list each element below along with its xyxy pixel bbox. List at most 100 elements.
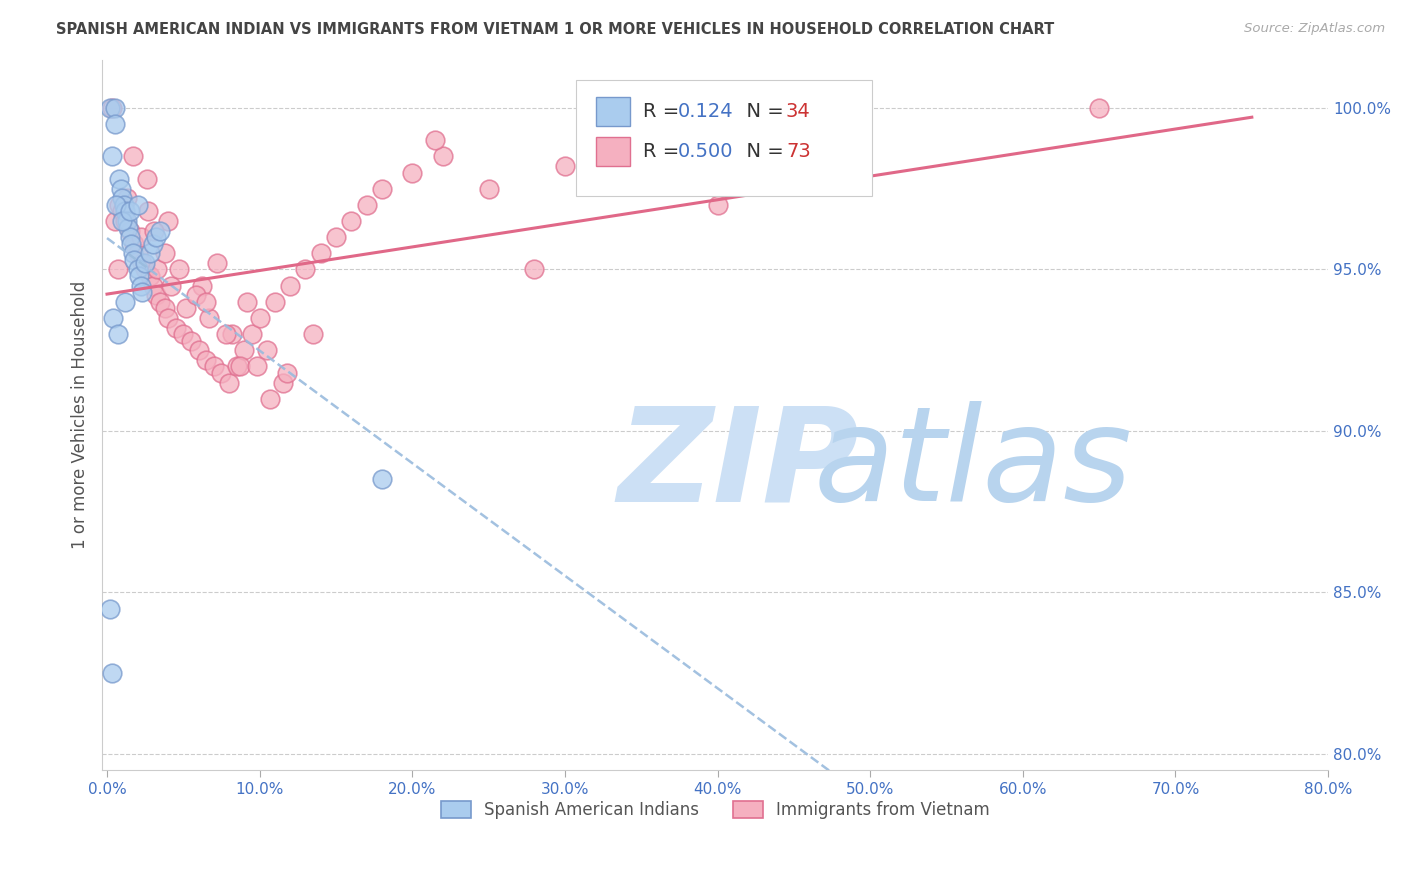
Point xyxy=(198,310,221,325)
Point xyxy=(118,224,141,238)
Point xyxy=(706,198,728,212)
Point xyxy=(129,230,152,244)
Point xyxy=(104,117,127,131)
Point xyxy=(630,140,652,154)
Point xyxy=(180,334,202,348)
Point xyxy=(246,359,269,374)
Text: 73: 73 xyxy=(786,142,811,161)
Point xyxy=(118,230,141,244)
Point xyxy=(225,359,247,374)
Point xyxy=(478,182,501,196)
Text: 0.500: 0.500 xyxy=(678,142,733,161)
Point xyxy=(131,285,153,299)
Point xyxy=(190,278,212,293)
Point xyxy=(100,101,122,115)
Point xyxy=(153,301,176,316)
Point xyxy=(325,230,347,244)
Point xyxy=(157,310,180,325)
Text: ZIP: ZIP xyxy=(617,401,859,528)
Point xyxy=(371,472,394,486)
Point xyxy=(172,327,194,342)
Point xyxy=(340,214,363,228)
Point xyxy=(143,224,166,238)
Point xyxy=(211,366,233,380)
Y-axis label: 1 or more Vehicles in Household: 1 or more Vehicles in Household xyxy=(72,281,89,549)
Point xyxy=(127,262,149,277)
Point xyxy=(160,278,183,293)
Point xyxy=(139,268,162,283)
Point xyxy=(249,310,271,325)
Point xyxy=(107,327,129,342)
Point xyxy=(356,198,378,212)
Point xyxy=(108,198,131,212)
Point xyxy=(135,172,157,186)
Point xyxy=(124,252,146,267)
Point xyxy=(425,133,447,147)
Point xyxy=(111,204,134,219)
Point xyxy=(129,278,152,293)
Text: Source: ZipAtlas.com: Source: ZipAtlas.com xyxy=(1244,22,1385,36)
Point xyxy=(98,101,121,115)
Text: N =: N = xyxy=(734,142,790,161)
Point xyxy=(134,262,156,277)
Point xyxy=(112,198,135,212)
Point xyxy=(205,256,228,270)
Point xyxy=(215,327,238,342)
Point xyxy=(236,294,259,309)
Point xyxy=(111,191,134,205)
Point xyxy=(523,262,546,277)
Point xyxy=(153,246,176,260)
Point xyxy=(264,294,287,309)
Point xyxy=(167,262,190,277)
Point xyxy=(149,224,172,238)
Text: R =: R = xyxy=(643,102,685,121)
Point xyxy=(139,246,162,260)
Point xyxy=(271,376,294,390)
Point xyxy=(136,204,159,219)
Point xyxy=(165,320,187,334)
Point xyxy=(309,246,332,260)
Point xyxy=(114,214,136,228)
Point xyxy=(259,392,281,406)
Text: R =: R = xyxy=(643,142,685,161)
Point xyxy=(554,159,576,173)
Point xyxy=(131,256,153,270)
Point xyxy=(302,327,325,342)
Point xyxy=(294,262,316,277)
Point xyxy=(401,166,423,180)
Point xyxy=(278,278,301,293)
Point xyxy=(100,666,122,681)
Point xyxy=(122,149,145,163)
Point xyxy=(187,343,209,358)
Point xyxy=(195,352,218,367)
Point xyxy=(276,366,298,380)
Point xyxy=(117,220,139,235)
Text: SPANISH AMERICAN INDIAN VS IMMIGRANTS FROM VIETNAM 1 OR MORE VEHICLES IN HOUSEHO: SPANISH AMERICAN INDIAN VS IMMIGRANTS FR… xyxy=(56,22,1054,37)
Point xyxy=(142,278,165,293)
Text: 34: 34 xyxy=(786,102,811,121)
Point xyxy=(145,230,167,244)
Point xyxy=(176,301,198,316)
Point xyxy=(149,294,172,309)
Point xyxy=(229,359,252,374)
Text: atlas: atlas xyxy=(813,401,1132,528)
Point xyxy=(127,198,149,212)
Point xyxy=(111,214,134,228)
Point xyxy=(110,182,132,196)
Point xyxy=(371,182,394,196)
Point xyxy=(118,204,141,219)
Point xyxy=(104,101,127,115)
Point xyxy=(146,262,169,277)
Point xyxy=(122,246,145,260)
Point xyxy=(101,310,124,325)
Point xyxy=(195,294,218,309)
Point xyxy=(98,601,121,615)
Point xyxy=(104,214,127,228)
Point xyxy=(1088,101,1111,115)
Point xyxy=(100,149,122,163)
Point xyxy=(134,256,156,270)
Point xyxy=(114,204,136,219)
Text: 0.124: 0.124 xyxy=(678,102,734,121)
Point xyxy=(256,343,278,358)
Point xyxy=(105,198,128,212)
